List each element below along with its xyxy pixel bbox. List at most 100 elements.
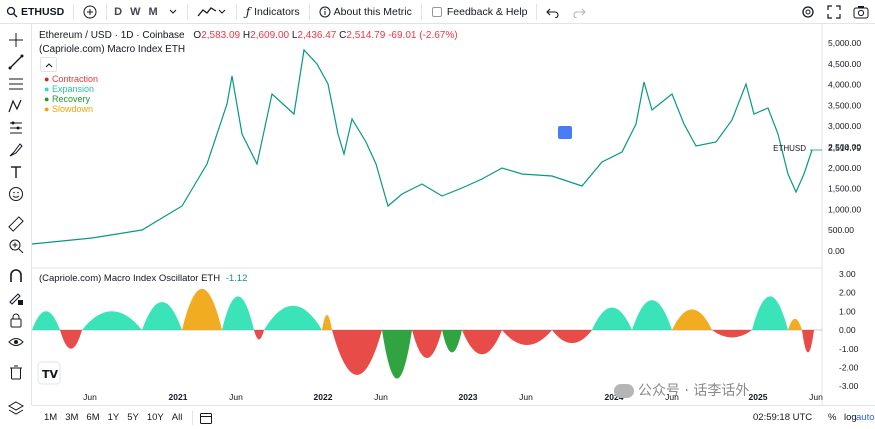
zoom-tool[interactable] xyxy=(8,238,24,254)
layers-icon xyxy=(8,401,24,415)
toolbar-right xyxy=(801,0,869,24)
osc-tick-label: -1.00 xyxy=(839,344,859,354)
range-1m[interactable]: 1M xyxy=(44,412,58,423)
about-metric-button[interactable]: About this Metric xyxy=(313,0,418,24)
auto-toggle[interactable]: auto xyxy=(856,412,875,423)
osc-tick-label: -3.00 xyxy=(839,381,859,391)
last-price-value: 2,514.79 xyxy=(828,143,861,153)
oscillator-area xyxy=(32,288,814,379)
oscillator-band xyxy=(442,330,462,353)
range-10y[interactable]: 10Y xyxy=(146,412,164,423)
oscillator-band xyxy=(712,330,752,338)
visibility-tool[interactable] xyxy=(8,334,24,350)
undo-icon xyxy=(546,8,559,18)
symbol-search[interactable]: ETHUSD xyxy=(0,0,70,24)
phase-recovery: ● Recovery xyxy=(44,94,90,104)
timeframe-m[interactable]: M xyxy=(148,5,158,18)
text-tool[interactable] xyxy=(8,164,24,180)
price-line xyxy=(31,48,813,245)
oscillator-band xyxy=(802,330,814,353)
fib-tool[interactable] xyxy=(8,76,24,92)
time-tick-label: 2024 xyxy=(605,392,624,402)
feedback-button[interactable]: Feedback & Help xyxy=(425,0,534,24)
lock-tool[interactable] xyxy=(8,312,24,328)
price-tick-label: 4,000.00 xyxy=(828,80,861,90)
wechat-icon xyxy=(614,384,634,398)
price-tick-label: 3,500.00 xyxy=(828,100,861,110)
prediction-tool[interactable] xyxy=(8,120,24,136)
fib-retracement-icon xyxy=(9,78,23,90)
time-axis: Jun 2021 Jun 2022 Jun 2023 Jun 2024 Jun 2025 Jun xyxy=(83,392,823,402)
top-toolbar: ETHUSD D W M ƒ Indicators About this Met… xyxy=(0,0,875,24)
calendar-icon[interactable] xyxy=(199,411,213,425)
magnet-icon xyxy=(10,269,22,282)
divider xyxy=(73,3,75,20)
ruler-tool[interactable] xyxy=(8,216,24,232)
watermark: 公众号 · 话李话外 xyxy=(614,380,749,400)
oscillator-band xyxy=(592,307,632,330)
fullscreen-icon[interactable] xyxy=(827,5,841,19)
price-tick-label: 1,500.00 xyxy=(828,184,861,194)
eye-icon xyxy=(8,338,24,346)
oscillator-band xyxy=(264,305,322,330)
layers-tool[interactable] xyxy=(8,400,24,416)
oscillator-band xyxy=(222,296,254,330)
compare-button[interactable] xyxy=(77,0,103,24)
oscillator-legend[interactable]: (Capriole.com) Macro Index Oscillator ET… xyxy=(39,273,247,284)
function-icon: ƒ xyxy=(245,4,251,19)
collapse-legend-button[interactable] xyxy=(40,57,57,72)
emoji-tool[interactable] xyxy=(8,186,24,202)
chevron-down-icon xyxy=(169,9,177,14)
redo-icon xyxy=(573,8,587,18)
time-tick-label: Jun xyxy=(374,392,388,402)
indicator-legend[interactable]: (Capriole.com) Macro Index ETH xyxy=(39,44,186,55)
range-all[interactable]: All xyxy=(171,412,183,423)
crosshair-tool[interactable] xyxy=(8,32,24,48)
time-tick-label: Jun xyxy=(665,392,679,402)
drawing-mode-tool[interactable] xyxy=(8,290,24,306)
phase-legend: ● Contraction ● Expansion ● Recovery ● S… xyxy=(44,74,98,114)
divider xyxy=(235,3,237,20)
timeframe-d[interactable]: D xyxy=(114,5,123,18)
oscillator-band xyxy=(788,318,802,330)
trash-icon xyxy=(10,365,22,380)
camera-icon[interactable] xyxy=(853,5,869,19)
redo-button[interactable] xyxy=(566,0,592,24)
percent-toggle[interactable]: % xyxy=(828,412,837,423)
price-axis: 5,000.00 4,500.00 4,000.00 3,500.00 3,000.00… xyxy=(828,38,861,256)
clock[interactable]: 02:59:18 UTC xyxy=(753,412,813,423)
indicators-button[interactable]: ƒ Indicators xyxy=(240,0,306,24)
range-5y[interactable]: 5Y xyxy=(127,412,139,423)
timeframe-w[interactable]: W xyxy=(130,5,141,18)
price-series xyxy=(31,48,813,245)
timeframe-dropdown[interactable] xyxy=(162,0,184,24)
about-metric-label: About this Metric xyxy=(333,5,412,18)
chart-canvas[interactable]: 5,000.00 4,500.00 4,000.00 3,500.00 3,000.00… xyxy=(31,24,875,405)
pattern-tool[interactable] xyxy=(8,98,24,114)
undo-button[interactable] xyxy=(540,0,566,24)
divider xyxy=(106,3,108,20)
brush-tool[interactable] xyxy=(8,142,24,158)
price-tick-label: 2,000.00 xyxy=(828,163,861,173)
time-tick-label: 2023 xyxy=(459,392,478,402)
chart-area[interactable]: 5,000.00 4,500.00 4,000.00 3,500.00 3,000.00… xyxy=(31,24,875,405)
tradingview-logo[interactable]: TV xyxy=(37,361,61,385)
log-toggle[interactable]: log xyxy=(844,412,857,423)
oscillator-band xyxy=(412,330,442,359)
price-tick-label: 5,000.00 xyxy=(828,38,861,48)
magnet-tool[interactable] xyxy=(8,268,24,284)
range-6m[interactable]: 6M xyxy=(86,412,100,423)
translate-badge[interactable] xyxy=(558,126,572,139)
divider xyxy=(192,410,194,425)
remove-tool[interactable] xyxy=(8,364,24,380)
pattern-icon xyxy=(8,99,22,113)
trend-line-tool[interactable] xyxy=(8,54,24,70)
series-title[interactable]: Ethereum / USD · 1D · Coinbase xyxy=(39,30,185,41)
range-1y[interactable]: 1Y xyxy=(107,412,120,423)
settings-gear-icon[interactable] xyxy=(801,5,815,19)
bottom-toolbar: 1M 3M 6M 1Y 5Y 10Y All 02:59:18 UTC % lo… xyxy=(32,405,875,429)
chart-type-button[interactable] xyxy=(191,0,233,24)
osc-tick-label: 2.00 xyxy=(839,288,856,298)
range-3m[interactable]: 3M xyxy=(65,412,79,423)
oscillator-band xyxy=(462,330,502,355)
